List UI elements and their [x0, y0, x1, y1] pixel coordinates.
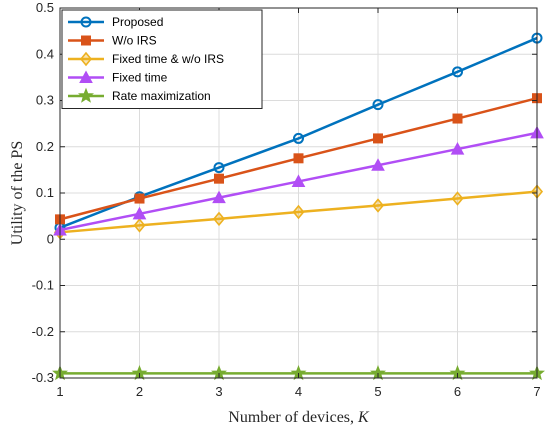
legend-item: Rate maximization	[68, 87, 211, 103]
legend-label: Rate maximization	[112, 89, 211, 103]
legend-marker	[79, 51, 93, 67]
data-point	[291, 174, 306, 187]
legend-item: W/o IRS	[68, 34, 157, 48]
y-tick-label: -0.3	[32, 370, 54, 385]
data-point	[452, 113, 463, 124]
legend-marker	[79, 70, 93, 83]
legend-label: W/o IRS	[112, 34, 157, 48]
legend: Proposed W/o IRS Fixed time & w/o IRS Fixed…	[61, 9, 263, 109]
x-tick-label: 1	[56, 384, 63, 399]
series-line	[59, 190, 538, 234]
data-point	[213, 162, 225, 174]
y-tick-label: 0.3	[36, 93, 54, 108]
x-tick-label: 6	[454, 384, 461, 399]
x-tick-label: 4	[295, 384, 302, 399]
x-tick-label: 2	[136, 384, 143, 399]
y-tick-label: 0	[47, 231, 54, 246]
y-tick-label: 0.5	[36, 0, 54, 15]
data-point	[373, 133, 383, 144]
legend-marker	[81, 35, 91, 46]
data-point	[292, 204, 305, 220]
legend-item: Fixed time	[68, 70, 168, 85]
y-tick-label: -0.2	[32, 324, 54, 339]
legend-item: Proposed	[68, 15, 163, 29]
data-point	[293, 153, 304, 164]
data-point	[132, 206, 147, 220]
data-point	[133, 218, 146, 233]
data-point	[293, 132, 304, 144]
plot-frame	[59, 7, 538, 379]
data-point	[371, 198, 385, 213]
legend-marker	[78, 87, 94, 103]
legend-marker	[80, 16, 92, 28]
x-tick-label: 5	[374, 384, 381, 399]
data-point	[452, 66, 463, 78]
x-axis-title: Number of devices, K	[228, 409, 370, 426]
y-tick-label: 0.4	[36, 46, 54, 61]
legend-item: Fixed time & w/o IRS	[68, 51, 224, 67]
data-point	[372, 99, 384, 111]
data-point	[134, 193, 145, 204]
x-tick-label: 3	[215, 384, 222, 399]
data-point	[212, 190, 226, 204]
tick-labels: -0.3 -0.2 -0.1 0 0.1 0.2 0.3 0.4 0.5 1 2 3 4 5 6 7	[32, 0, 541, 399]
data-point	[451, 191, 464, 206]
data-point	[212, 211, 226, 227]
legend-label: Fixed time	[112, 71, 168, 85]
x-tick-label: 7	[533, 384, 540, 399]
data-point	[450, 142, 465, 155]
y-tick-label: 0.1	[36, 185, 54, 200]
y-axis-title: Utility of the PS	[9, 141, 26, 245]
y-tick-label: 0.2	[36, 139, 54, 154]
y-tick-label: -0.1	[32, 278, 54, 293]
data-point	[371, 158, 385, 171]
legend-label: Proposed	[112, 15, 163, 29]
series-fixed-time	[53, 125, 544, 236]
data-point	[214, 173, 224, 184]
legend-label: Fixed time & w/o IRS	[112, 52, 224, 66]
